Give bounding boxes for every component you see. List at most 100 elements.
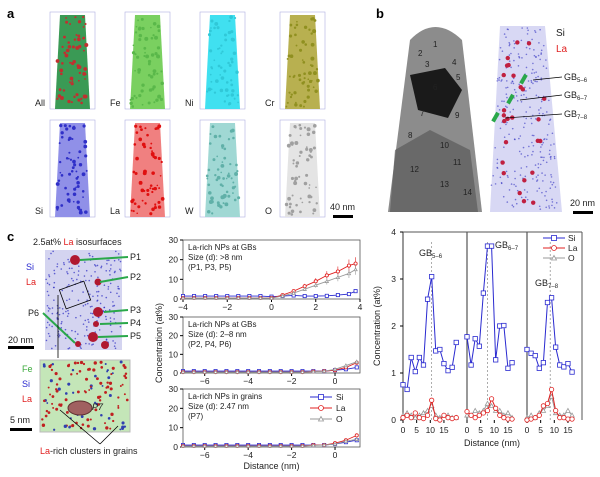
atom-dot [136,55,140,59]
y-tick-label: 20 [169,331,179,341]
o-marker [236,295,241,300]
si-atom [550,144,552,146]
atom-dot [216,47,220,50]
atom-dot [284,202,289,207]
tip-reconstruction [55,123,90,217]
si-atom [73,271,75,274]
si-atom [47,307,50,309]
si-atom [540,100,543,103]
la-cluster [503,140,509,145]
si-atom [542,65,545,67]
atom-dot [64,53,69,58]
atom-dot [152,155,156,159]
atom-dot [77,34,81,38]
atom-dot [80,97,83,100]
si-atom [84,303,87,306]
legend-label-la: La [568,243,578,253]
atom-dot [71,45,75,49]
atom-dot [117,405,120,407]
si-atom [528,87,531,89]
si-atom [517,65,520,67]
si-atom [88,252,90,255]
o-marker [247,295,252,300]
si-atom [89,254,91,257]
si-atom [84,319,87,322]
atom-dot [221,50,224,53]
atom-dot [79,360,84,365]
si-marker [476,343,482,349]
atom-dot [95,377,99,381]
si-atom [548,205,550,207]
apt-si-la-map [490,26,562,212]
atom-dot [157,205,162,209]
o-marker [191,369,197,374]
o-marker [267,443,273,448]
tip-reconstruction [205,123,240,217]
atom-dot [298,175,301,178]
x-tick-label: −4 [178,302,188,312]
si-marker [488,243,495,249]
si-atom [548,153,551,155]
la-cluster [521,198,527,204]
atom-dot [306,158,310,162]
atom-dot [62,35,66,39]
atom-dot [307,88,311,92]
si-atom [511,80,514,82]
la-marker [420,415,427,422]
atom-dot [292,159,295,162]
si-atom [549,119,551,122]
si-atom [506,201,509,203]
legend-label-o: O [336,414,343,424]
si-atom [56,265,59,268]
si-atom [523,189,526,191]
si-atom [47,294,50,297]
si-marker [565,360,571,367]
o-marker [202,369,207,374]
atom-dot [305,147,309,151]
si-atom [513,88,516,91]
atom-dot [304,43,308,46]
atom-dot [306,95,310,99]
gb-label: GB6–7 [495,240,519,252]
atom-dot [312,86,315,89]
o-marker [335,274,341,280]
atom-dot [224,88,229,92]
atom-dot [138,33,143,38]
si-atom [539,28,541,31]
si-atom [119,260,122,263]
si-atom [52,250,54,253]
si-atom [63,263,65,266]
atom-dot [209,73,212,76]
atom-dot [63,51,67,55]
atom-dot [144,202,147,205]
atom-dot [73,187,77,191]
atom-dot [160,197,165,201]
atom-dot [75,46,80,50]
o-marker [269,295,274,300]
si-atom [48,257,50,260]
atom-dot [295,44,298,47]
si-atom [508,41,511,44]
atom-dot [303,126,307,129]
atom-dot [156,184,159,187]
atom-dot [298,123,302,127]
atom-dot [46,402,49,404]
atom-dot [303,181,308,186]
o-marker [496,407,503,413]
atom-dot [119,385,122,388]
atom-dot [308,154,312,158]
atom-dot [65,20,69,24]
atom-dot [157,200,161,204]
si-atom [91,312,94,315]
atom-dot [135,156,139,161]
atom-dot [132,170,136,174]
atom-dot [65,127,69,131]
x-tick-label: 0 [465,425,470,435]
atom-dot [121,383,124,386]
atom-dot [88,389,91,391]
si-atom [61,320,63,323]
atom-dot [80,415,84,419]
grain-number: 2 [418,49,423,58]
si-marker [354,365,359,370]
annotation-line: Size (d): 2–8 nm [188,330,247,339]
